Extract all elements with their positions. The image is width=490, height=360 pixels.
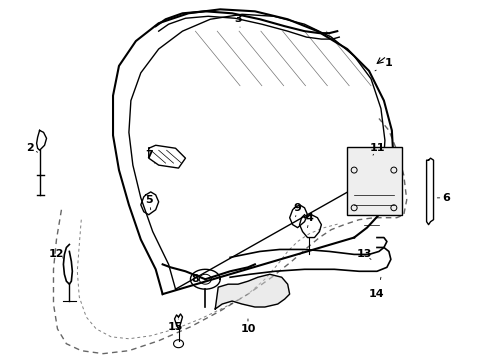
- Text: 12: 12: [49, 249, 64, 260]
- Text: 9: 9: [294, 203, 301, 217]
- FancyBboxPatch shape: [347, 147, 402, 215]
- Polygon shape: [215, 274, 290, 309]
- Text: 6: 6: [437, 193, 450, 203]
- Text: 1: 1: [375, 58, 393, 71]
- Text: 11: 11: [369, 143, 385, 155]
- Text: 10: 10: [240, 319, 256, 334]
- Text: 7: 7: [145, 150, 155, 163]
- Text: 3: 3: [234, 14, 242, 27]
- Text: 8: 8: [192, 274, 202, 284]
- Text: 2: 2: [26, 143, 38, 153]
- Text: 4: 4: [306, 213, 314, 228]
- Text: 15: 15: [168, 319, 183, 332]
- Text: 13: 13: [356, 249, 372, 260]
- Text: 5: 5: [145, 195, 152, 210]
- Text: 14: 14: [369, 277, 385, 299]
